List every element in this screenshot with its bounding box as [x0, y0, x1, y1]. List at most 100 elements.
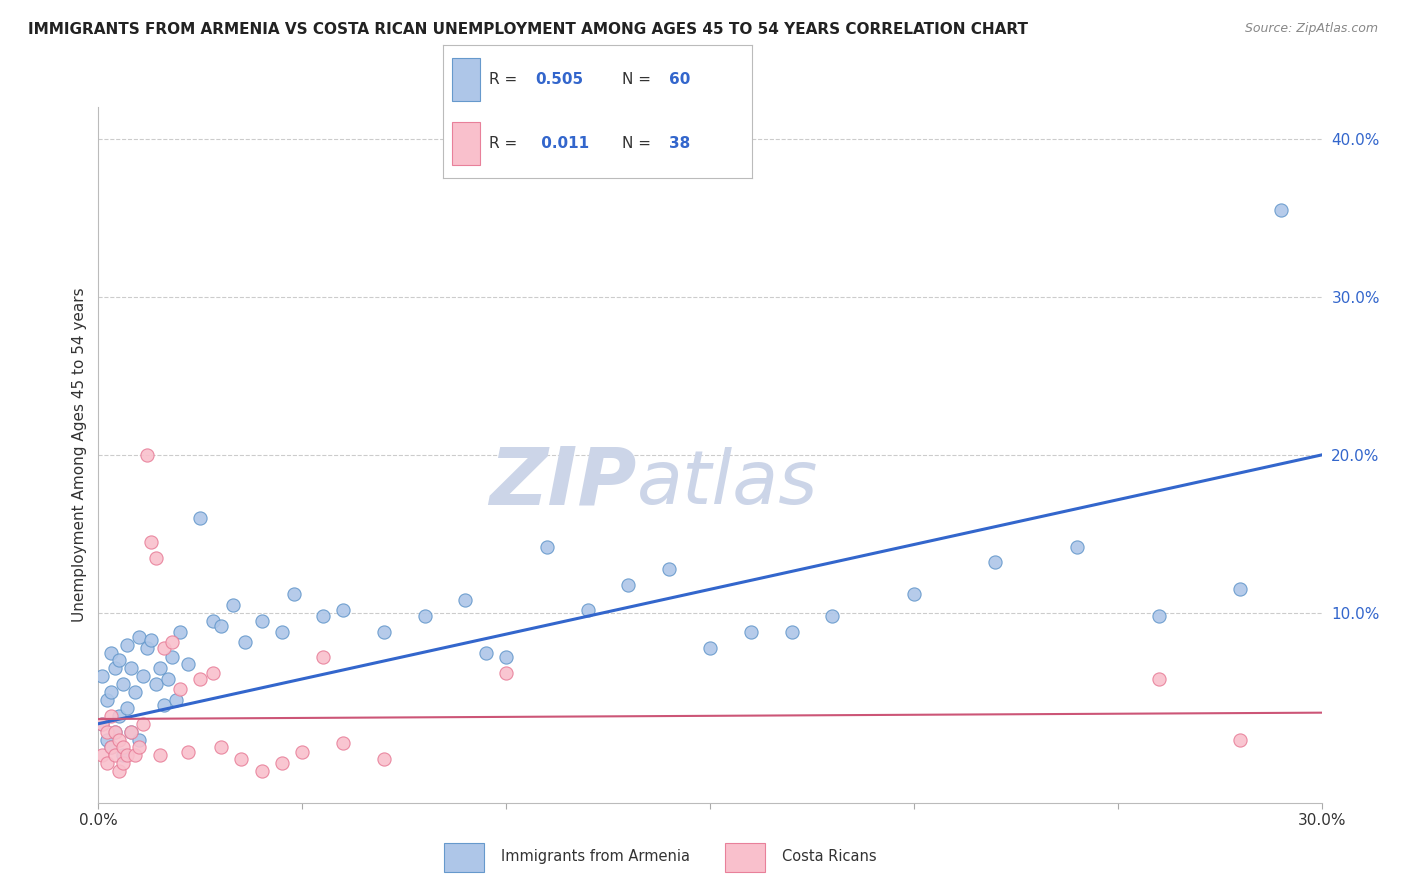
Point — [312, 609, 335, 624]
Point — [188, 673, 212, 687]
Point — [373, 625, 395, 640]
Text: N =: N = — [623, 136, 651, 151]
Point — [100, 740, 122, 755]
Point — [1066, 540, 1088, 554]
Point — [209, 618, 232, 632]
Point — [91, 716, 114, 731]
Point — [231, 751, 253, 765]
Point — [100, 708, 122, 723]
Point — [141, 632, 163, 647]
Point — [149, 748, 172, 763]
Text: ZIP: ZIP — [489, 443, 637, 522]
Point — [250, 614, 273, 628]
Point — [1147, 673, 1170, 687]
Text: R =: R = — [489, 72, 517, 87]
Point — [495, 650, 517, 665]
Point — [169, 625, 191, 640]
Point — [111, 677, 134, 691]
Point — [132, 669, 155, 683]
Point — [1270, 202, 1292, 217]
Point — [115, 748, 138, 763]
Point — [495, 666, 517, 681]
Bar — [444, 843, 484, 872]
Point — [111, 740, 134, 755]
Text: Immigrants from Armenia: Immigrants from Armenia — [501, 849, 689, 863]
Point — [152, 698, 174, 712]
Point — [233, 634, 256, 648]
Point — [124, 685, 146, 699]
Point — [312, 650, 335, 665]
Point — [1229, 732, 1251, 747]
Text: 38: 38 — [669, 136, 690, 151]
Point — [373, 751, 395, 765]
Point — [201, 614, 224, 628]
Point — [903, 587, 925, 601]
Point — [658, 562, 681, 576]
Point — [160, 634, 183, 648]
Point — [104, 748, 127, 763]
Point — [169, 681, 191, 696]
Point — [291, 745, 314, 759]
Point — [128, 740, 150, 755]
Point — [128, 630, 150, 644]
Point — [96, 693, 118, 707]
Point — [283, 587, 305, 601]
Point — [100, 740, 122, 755]
Point — [270, 625, 294, 640]
Point — [821, 609, 844, 624]
Y-axis label: Unemployment Among Ages 45 to 54 years: Unemployment Among Ages 45 to 54 years — [72, 287, 87, 623]
Point — [96, 732, 118, 747]
Point — [91, 748, 114, 763]
Point — [132, 716, 155, 731]
Text: 0.505: 0.505 — [536, 72, 583, 87]
Text: IMMIGRANTS FROM ARMENIA VS COSTA RICAN UNEMPLOYMENT AMONG AGES 45 TO 54 YEARS CO: IMMIGRANTS FROM ARMENIA VS COSTA RICAN U… — [28, 22, 1028, 37]
Point — [108, 764, 131, 779]
Point — [100, 685, 122, 699]
Point — [1229, 582, 1251, 597]
Point — [120, 661, 142, 675]
Point — [474, 646, 498, 660]
Point — [177, 657, 200, 671]
Point — [984, 556, 1007, 570]
Point — [270, 756, 294, 771]
Point — [124, 748, 146, 763]
Point — [332, 603, 354, 617]
Text: atlas: atlas — [637, 447, 818, 519]
Point — [165, 693, 187, 707]
Bar — [453, 58, 479, 101]
Point — [201, 666, 224, 681]
Point — [413, 609, 436, 624]
Point — [152, 640, 174, 655]
Point — [120, 724, 142, 739]
Point — [108, 732, 131, 747]
Point — [250, 764, 273, 779]
Point — [111, 748, 134, 763]
Point — [91, 716, 114, 731]
Point — [115, 701, 138, 715]
Point — [141, 534, 163, 549]
Point — [617, 577, 640, 591]
Point — [209, 740, 232, 755]
Bar — [453, 122, 479, 165]
Text: Costa Ricans: Costa Ricans — [782, 849, 876, 863]
Point — [222, 598, 245, 612]
Point — [177, 745, 200, 759]
Point — [128, 732, 150, 747]
Point — [96, 724, 118, 739]
Point — [576, 603, 599, 617]
Point — [91, 669, 114, 683]
Point — [104, 724, 127, 739]
Point — [120, 724, 142, 739]
Point — [115, 638, 138, 652]
Point — [136, 448, 159, 462]
Point — [108, 708, 131, 723]
Point — [149, 661, 172, 675]
Point — [111, 756, 134, 771]
Point — [699, 640, 721, 655]
Point — [160, 650, 183, 665]
Point — [156, 673, 179, 687]
Text: R =: R = — [489, 136, 517, 151]
Point — [96, 756, 118, 771]
Point — [145, 550, 167, 565]
Point — [536, 540, 558, 554]
